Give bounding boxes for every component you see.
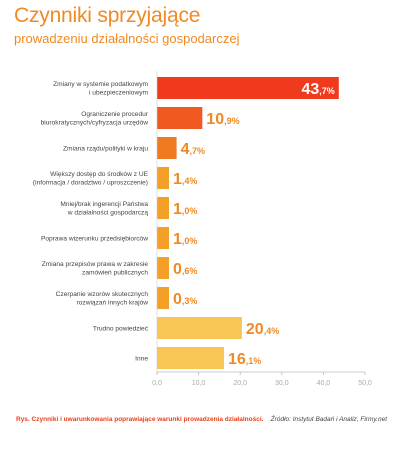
x-tick-label: 40,0 xyxy=(317,380,331,387)
chart-subtitle: prowadzeniu działalności gospodarczej xyxy=(14,31,240,46)
bar xyxy=(157,287,169,309)
bar xyxy=(157,227,169,249)
category-label: Inne xyxy=(135,355,148,362)
category-label: Poprawa wizerunku przedsiębiorców xyxy=(41,235,148,242)
bar xyxy=(157,77,339,99)
chart-title: Czynniki sprzyjające xyxy=(14,4,201,27)
figure-caption: Rys. Czynniki i uwarunkowania poprawiają… xyxy=(16,416,264,423)
category-label: Ograniczenie procedur biurokratycznych/cy… xyxy=(41,111,149,127)
bar xyxy=(157,197,169,219)
value-label: 43,7% xyxy=(301,81,334,98)
x-tick-label: 50,0 xyxy=(358,380,372,387)
category-label: Większy dostęp do środków z UE (informacj… xyxy=(33,171,149,187)
bar xyxy=(157,137,177,159)
value-label: 4,7% xyxy=(181,141,205,158)
value-label: 10,9% xyxy=(206,111,239,128)
value-label: 20,4% xyxy=(246,321,279,338)
x-tick-label: 10,0 xyxy=(192,380,206,387)
x-tick-label: 0,0 xyxy=(152,380,162,387)
value-label: 1,4% xyxy=(173,171,197,188)
source-note: Źródło: Instytut Badań i Analiz, Firmy.n… xyxy=(270,416,387,423)
bar xyxy=(157,167,169,189)
bar xyxy=(157,347,224,369)
x-tick-label: 30,0 xyxy=(275,380,289,387)
bar xyxy=(157,317,242,339)
bar xyxy=(157,107,203,129)
value-label: 0,3% xyxy=(173,291,197,308)
category-label: Zmiana przepisów prawa w zakresie zamówie… xyxy=(42,261,149,277)
category-label: Zmiany w systemie podatkowym i ubezpiecze… xyxy=(53,81,148,97)
value-label: 1,0% xyxy=(173,201,197,218)
value-label: 16,1% xyxy=(228,351,261,368)
value-label: 1,0% xyxy=(173,231,197,248)
bar xyxy=(157,257,169,279)
category-label: Mniej/brak ingerencji Państwa w działalno… xyxy=(60,201,148,217)
category-label: Zmiana rządu/polityki w kraju xyxy=(63,145,148,152)
x-tick-label: 20,0 xyxy=(233,380,247,387)
category-label: Trudno powiedzieć xyxy=(93,325,149,332)
value-label: 0,6% xyxy=(173,261,197,278)
category-label: Czerpanie wzorów skutecznych rozwiązań in… xyxy=(56,291,149,307)
